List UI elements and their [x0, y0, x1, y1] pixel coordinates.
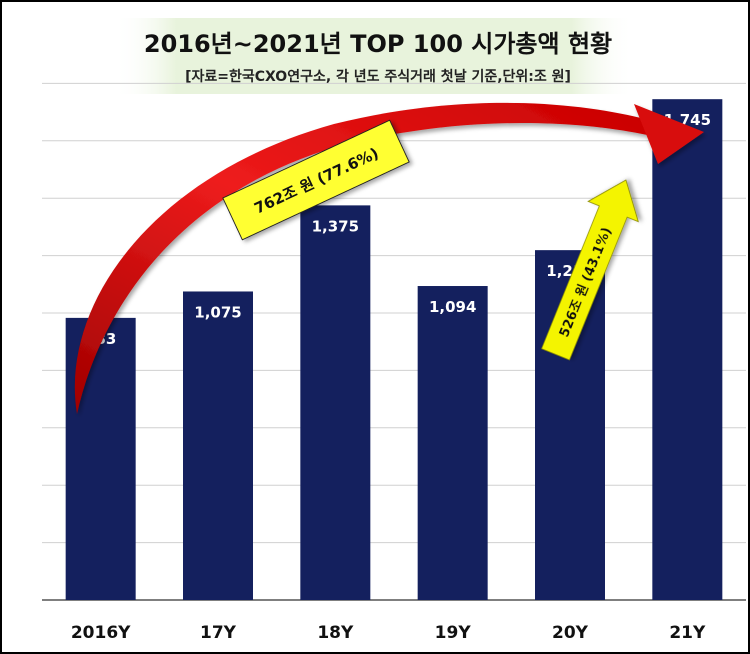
x-tick-label: 2016Y — [71, 623, 131, 643]
chart-title: 2016년~2021년 TOP 100 시가총액 현황 — [144, 30, 612, 58]
title-background — [114, 18, 634, 94]
x-tick-label: 19Y — [435, 623, 472, 643]
gridlines — [42, 82, 746, 601]
bar-2016Y — [65, 317, 136, 600]
chart-subtitle: [자료=한국CXO연구소, 각 년도 주식거래 첫날 기준,단위:조 원] — [185, 68, 571, 85]
x-tick-label: 17Y — [200, 623, 237, 643]
x-tick-label: 21Y — [669, 623, 706, 643]
red-arrow-body — [74, 102, 656, 415]
x-tick-label: 20Y — [552, 623, 589, 643]
bar-value-label: 1,075 — [194, 303, 241, 321]
bars — [65, 99, 723, 600]
bar-value-label: 1,094 — [429, 298, 476, 316]
bar-17Y — [183, 291, 253, 600]
red-curved-arrow — [74, 102, 704, 415]
bar-chart: 2016년~2021년 TOP 100 시가총액 현황 [자료=한국CXO연구소… — [42, 18, 746, 643]
total-growth-box — [222, 119, 410, 241]
x-tick-label: 18Y — [317, 623, 354, 643]
bar-value-label: 1,375 — [312, 217, 359, 235]
bar-19Y — [417, 286, 488, 600]
red-arrow-head — [634, 104, 704, 164]
yellow-arrow-shape — [541, 179, 639, 361]
bar-21Y — [652, 99, 723, 600]
x-axis-ticks: 2016Y 17Y 18Y 19Y 20Y 21Y — [71, 623, 706, 643]
bar-18Y — [300, 205, 371, 600]
